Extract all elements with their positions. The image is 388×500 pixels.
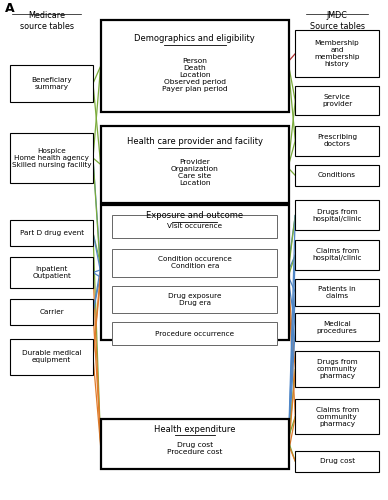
Text: A: A	[5, 2, 14, 16]
Text: Beneficiary
summary: Beneficiary summary	[31, 77, 72, 90]
Text: Demographics and eligibility: Demographics and eligibility	[134, 34, 255, 43]
FancyBboxPatch shape	[100, 126, 289, 203]
Text: Hospice
Home health agency
Skilled nursing facility: Hospice Home health agency Skilled nursi…	[12, 148, 92, 168]
FancyBboxPatch shape	[10, 220, 93, 246]
Text: Prescribing
doctors: Prescribing doctors	[317, 134, 357, 147]
FancyBboxPatch shape	[112, 214, 277, 238]
Text: Medicare
source tables: Medicare source tables	[20, 12, 74, 30]
FancyBboxPatch shape	[10, 65, 93, 102]
FancyBboxPatch shape	[112, 250, 277, 276]
FancyBboxPatch shape	[112, 286, 277, 314]
Text: Drugs from
community
pharmacy: Drugs from community pharmacy	[317, 360, 357, 380]
Text: Membership
and
membership
history: Membership and membership history	[314, 40, 360, 67]
FancyBboxPatch shape	[295, 126, 379, 156]
Text: Carrier: Carrier	[39, 309, 64, 315]
FancyBboxPatch shape	[112, 322, 277, 345]
FancyBboxPatch shape	[10, 133, 93, 183]
FancyBboxPatch shape	[100, 205, 289, 340]
Text: Conditions: Conditions	[318, 172, 356, 178]
Text: Claims from
community
pharmacy: Claims from community pharmacy	[315, 406, 359, 426]
Text: Service
provider: Service provider	[322, 94, 352, 108]
FancyBboxPatch shape	[295, 200, 379, 230]
FancyBboxPatch shape	[100, 20, 289, 112]
Text: Drug cost: Drug cost	[320, 458, 355, 464]
FancyBboxPatch shape	[295, 165, 379, 186]
FancyBboxPatch shape	[295, 451, 379, 472]
Text: Drugs from
hospital/clinic: Drugs from hospital/clinic	[312, 208, 362, 222]
Text: Exposure and outcome: Exposure and outcome	[146, 212, 243, 220]
FancyBboxPatch shape	[295, 352, 379, 387]
Text: Patients in
claims: Patients in claims	[318, 286, 356, 299]
FancyBboxPatch shape	[295, 314, 379, 340]
Text: Inpatient
Outpatient: Inpatient Outpatient	[32, 266, 71, 279]
Text: Health expenditure: Health expenditure	[154, 424, 236, 434]
FancyBboxPatch shape	[10, 299, 93, 325]
Text: Person
Death
Location
Observed period
Payer plan period: Person Death Location Observed period Pa…	[162, 58, 227, 92]
Text: Part D drug event: Part D drug event	[20, 230, 84, 235]
FancyBboxPatch shape	[295, 30, 379, 77]
Text: Condition occurence
Condition era: Condition occurence Condition era	[158, 256, 232, 270]
FancyBboxPatch shape	[295, 398, 379, 434]
Text: JMDC
Source tables: JMDC Source tables	[310, 12, 365, 30]
Text: Drug exposure
Drug era: Drug exposure Drug era	[168, 293, 222, 306]
Text: Provider
Organization
Care site
Location: Provider Organization Care site Location	[171, 158, 219, 186]
Text: Health care provider and facility: Health care provider and facility	[127, 137, 263, 146]
Text: Drug cost
Procedure cost: Drug cost Procedure cost	[167, 442, 222, 456]
Text: Medical
procedures: Medical procedures	[317, 320, 357, 334]
FancyBboxPatch shape	[295, 278, 379, 306]
FancyBboxPatch shape	[295, 86, 379, 116]
FancyBboxPatch shape	[100, 419, 289, 469]
FancyBboxPatch shape	[10, 339, 93, 375]
Text: Claims from
hospital/clinic: Claims from hospital/clinic	[312, 248, 362, 262]
FancyBboxPatch shape	[295, 240, 379, 270]
Text: Procedure occurrence: Procedure occurrence	[155, 330, 234, 336]
Text: Visit occurence: Visit occurence	[167, 223, 222, 229]
FancyBboxPatch shape	[10, 257, 93, 288]
Text: Durable medical
equipment: Durable medical equipment	[22, 350, 81, 364]
